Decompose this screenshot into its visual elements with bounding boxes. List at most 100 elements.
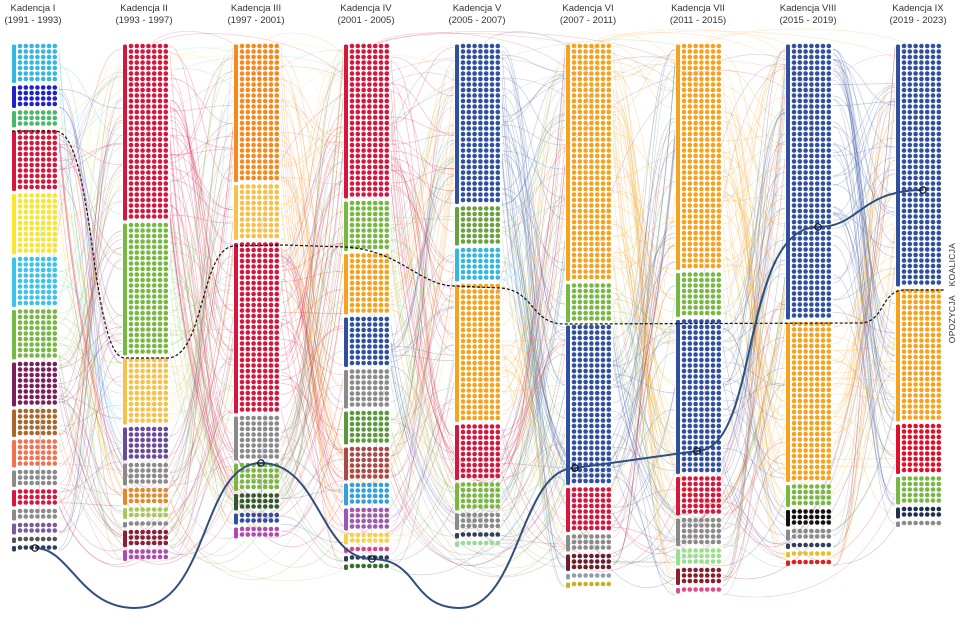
seat-dot — [594, 274, 600, 280]
party-segment[interactable] — [123, 507, 169, 519]
party-segment[interactable] — [123, 426, 169, 461]
party-segment[interactable] — [234, 493, 280, 511]
party-segment[interactable] — [455, 283, 501, 422]
seat-dot — [681, 109, 687, 115]
seat-dot — [704, 126, 710, 131]
party-segment[interactable] — [12, 522, 58, 535]
party-segment[interactable] — [123, 521, 169, 528]
seat-dot — [163, 283, 169, 288]
seat-dot — [577, 514, 583, 520]
party-segment[interactable] — [234, 415, 280, 461]
seat-dot — [239, 60, 245, 65]
party-segment[interactable] — [123, 43, 169, 221]
seat-dot — [134, 374, 140, 379]
party-segment[interactable] — [344, 563, 390, 570]
party-segment[interactable] — [344, 446, 390, 481]
party-segment[interactable] — [566, 487, 612, 532]
party-segment[interactable] — [344, 316, 390, 367]
flow-curve — [169, 289, 234, 312]
seat-dot — [378, 192, 384, 197]
flow-curve — [58, 279, 123, 560]
party-segment[interactable] — [12, 309, 58, 360]
party-segment[interactable] — [566, 43, 612, 281]
seat-dot — [466, 322, 472, 327]
seat-dot — [163, 277, 169, 283]
party-segment[interactable] — [12, 508, 58, 521]
party-segment[interactable] — [566, 534, 612, 552]
seat-dot — [146, 104, 151, 109]
party-bar — [123, 522, 127, 528]
flow-curve — [280, 58, 344, 482]
seat-dot — [140, 255, 145, 261]
seat-dot — [495, 211, 501, 217]
party-segment[interactable] — [12, 439, 58, 468]
party-segment[interactable] — [12, 536, 58, 543]
seat-dot — [151, 120, 157, 126]
party-segment[interactable] — [12, 489, 58, 507]
party-segment[interactable] — [12, 85, 58, 108]
seat-dot — [361, 76, 366, 82]
seat-dot — [146, 266, 151, 272]
seat-dot — [367, 385, 372, 391]
party-segment[interactable] — [344, 43, 390, 199]
party-segment[interactable] — [123, 549, 169, 561]
seat-dot — [384, 258, 390, 264]
seat-dot — [693, 87, 698, 93]
party-segment[interactable] — [12, 193, 58, 255]
party-segment[interactable] — [566, 553, 612, 571]
party-segment[interactable] — [234, 184, 280, 240]
party-segment[interactable] — [344, 507, 390, 531]
party-segment[interactable] — [566, 283, 612, 323]
seat-dot — [146, 120, 151, 126]
seat-dot — [472, 93, 477, 98]
party-segment[interactable] — [344, 253, 390, 315]
seat-dot — [349, 109, 355, 115]
seat-dot — [472, 382, 477, 388]
seat-dot — [262, 131, 268, 137]
seat-dot — [361, 181, 366, 186]
party-segment[interactable] — [566, 581, 612, 588]
party-segment[interactable] — [344, 410, 390, 445]
party-segment[interactable] — [234, 242, 280, 414]
party-segment[interactable] — [234, 462, 280, 491]
party-segment[interactable] — [566, 573, 612, 580]
seat-dot — [349, 186, 355, 192]
party-segment[interactable] — [123, 357, 169, 425]
seat-dot — [355, 349, 361, 355]
seat-dot — [472, 228, 477, 233]
seat-dot — [151, 283, 157, 288]
party-segment[interactable] — [344, 200, 390, 251]
party-segment[interactable] — [455, 206, 501, 246]
party-segment[interactable] — [455, 532, 501, 539]
party-segment[interactable] — [12, 469, 58, 487]
party-segment[interactable] — [676, 43, 722, 270]
seat-dot — [384, 338, 390, 344]
flow-curve — [722, 194, 786, 202]
seat-dot — [460, 300, 466, 305]
seat-dot — [577, 407, 583, 412]
party-segment[interactable] — [12, 43, 58, 83]
seat-dot — [583, 473, 588, 478]
party-segment[interactable] — [234, 43, 280, 182]
party-segment[interactable] — [123, 222, 169, 356]
party-segment[interactable] — [12, 361, 58, 407]
party-segment[interactable] — [12, 545, 58, 552]
flow-curve — [58, 207, 234, 521]
party-segment[interactable] — [455, 247, 501, 282]
seat-dot — [710, 49, 716, 54]
seat-dot — [600, 379, 606, 385]
seat-dot — [495, 366, 501, 371]
seat-dot — [239, 211, 245, 217]
party-segment[interactable] — [123, 487, 169, 505]
seat-dot — [134, 266, 140, 272]
seat-dot — [262, 269, 268, 275]
party-segment[interactable] — [12, 408, 58, 437]
seat-dot — [46, 300, 52, 306]
party-segment[interactable] — [12, 110, 58, 128]
seat-dot — [146, 153, 151, 159]
party-segment[interactable] — [123, 462, 169, 486]
seat-dot — [262, 189, 268, 195]
party-segment[interactable] — [12, 129, 58, 191]
party-segment[interactable] — [12, 256, 58, 307]
seat-dot — [460, 493, 466, 498]
